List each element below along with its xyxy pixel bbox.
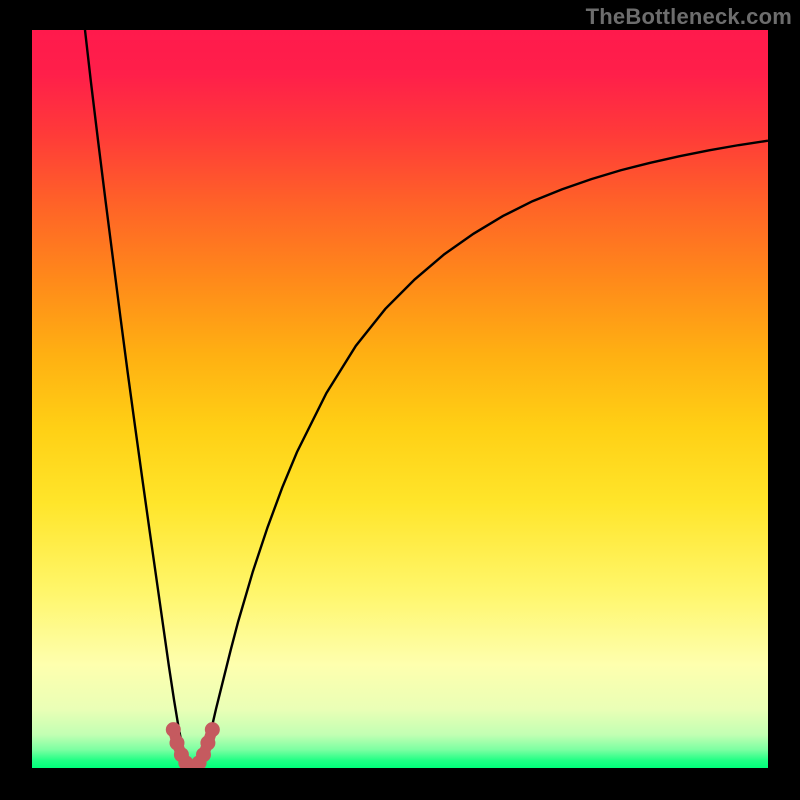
plot-area <box>32 30 768 768</box>
highlight-marker <box>205 722 220 737</box>
chart-svg <box>32 30 768 768</box>
highlight-marker <box>200 735 215 750</box>
chart-outer-frame: TheBottleneck.com <box>0 0 800 800</box>
highlight-marker <box>166 722 181 737</box>
watermark-label: TheBottleneck.com <box>586 4 792 30</box>
chart-background <box>32 30 768 768</box>
